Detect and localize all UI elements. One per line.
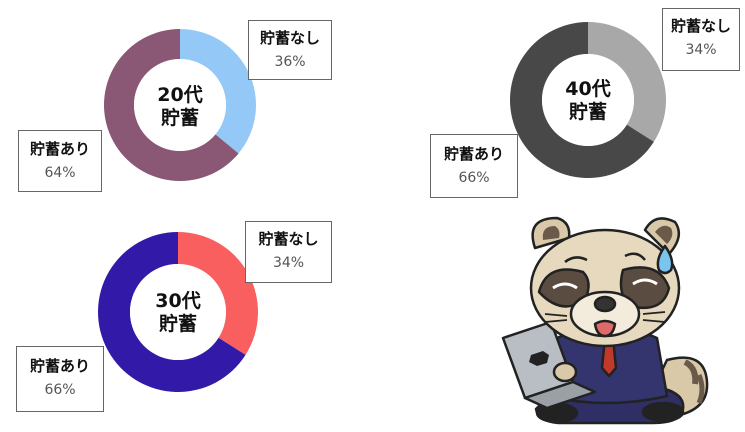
- slice-label: 貯蓄なし: [670, 17, 731, 35]
- legend-box-40s-have: 貯蓄あり 66%: [430, 134, 518, 198]
- center-label-20s: 20代 貯蓄: [140, 84, 220, 130]
- slice-label: 貯蓄なし: [259, 29, 320, 47]
- center-label-40s: 40代 貯蓄: [548, 78, 628, 124]
- slice-percent: 66%: [44, 382, 76, 398]
- donut-hole: [130, 264, 226, 360]
- center-label-age: 20代: [157, 84, 203, 106]
- legend-box-30s-none: 貯蓄なし 34%: [245, 221, 332, 283]
- slice-label: 貯蓄あり: [443, 145, 504, 163]
- slice-percent: 34%: [685, 42, 717, 58]
- center-label-topic: 貯蓄: [160, 107, 199, 129]
- legend-box-40s-none: 貯蓄なし 34%: [662, 8, 740, 71]
- slice-percent: 36%: [274, 54, 306, 70]
- donut-slice-0: [180, 29, 256, 154]
- slice-label: 貯蓄あり: [29, 140, 90, 158]
- donut-slice-1: [510, 21, 654, 178]
- center-label-age: 40代: [565, 78, 611, 100]
- center-label-30s: 30代 貯蓄: [138, 290, 218, 336]
- slice-percent: 66%: [458, 170, 490, 186]
- center-label-topic: 貯蓄: [568, 101, 607, 123]
- donut-slice-1: [98, 232, 246, 392]
- slice-label: 貯蓄あり: [29, 357, 90, 375]
- legend-box-30s-have: 貯蓄あり 66%: [16, 346, 104, 412]
- center-label-topic: 貯蓄: [158, 313, 197, 335]
- center-label-age: 30代: [155, 290, 201, 312]
- raccoon-dog-mascot-icon: [501, 216, 709, 425]
- donut-slice-1: [103, 29, 239, 181]
- donut-slice-0: [588, 22, 666, 142]
- donut-hole: [134, 59, 226, 151]
- slice-label: 貯蓄なし: [258, 230, 319, 248]
- slice-percent: 34%: [272, 255, 305, 271]
- donut-hole: [542, 54, 634, 146]
- slice-percent: 64%: [44, 165, 76, 181]
- legend-box-20s-none: 貯蓄なし 36%: [248, 20, 332, 80]
- legend-box-20s-have: 貯蓄あり 64%: [18, 130, 102, 192]
- donut-slice-0: [178, 232, 258, 355]
